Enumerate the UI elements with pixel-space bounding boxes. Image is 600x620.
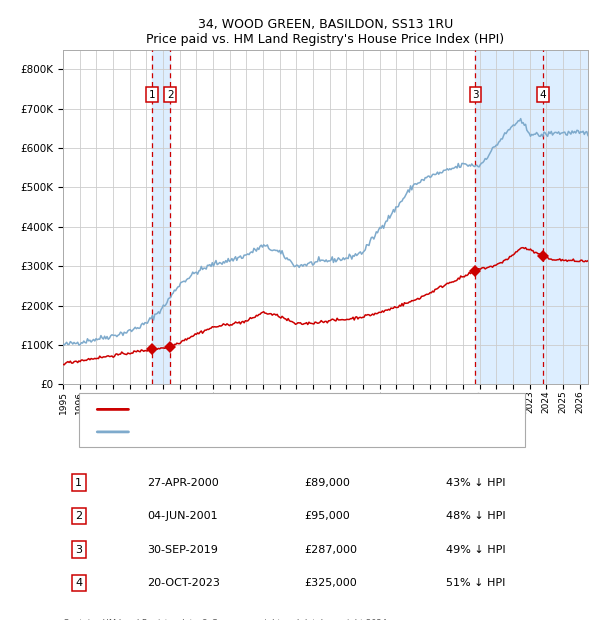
- Text: £287,000: £287,000: [305, 544, 358, 554]
- Text: 3: 3: [75, 544, 82, 554]
- Text: 1: 1: [148, 90, 155, 100]
- Bar: [543, 50, 588, 384]
- Text: 30-SEP-2019: 30-SEP-2019: [147, 544, 218, 554]
- Text: £89,000: £89,000: [305, 477, 350, 487]
- Text: Contains HM Land Registry data © Crown copyright and database right 2024.
This d: Contains HM Land Registry data © Crown c…: [63, 619, 389, 620]
- Text: 27-APR-2000: 27-APR-2000: [147, 477, 219, 487]
- Text: 34, WOOD GREEN, BASILDON, SS13 1RU (detached house): 34, WOOD GREEN, BASILDON, SS13 1RU (deta…: [142, 404, 448, 414]
- Text: 4: 4: [75, 578, 82, 588]
- Bar: [152, 50, 170, 384]
- Text: 4: 4: [539, 90, 547, 100]
- Text: £325,000: £325,000: [305, 578, 357, 588]
- Text: 51% ↓ HPI: 51% ↓ HPI: [446, 578, 506, 588]
- Text: 3: 3: [472, 90, 479, 100]
- Title: 34, WOOD GREEN, BASILDON, SS13 1RU
Price paid vs. HM Land Registry's House Price: 34, WOOD GREEN, BASILDON, SS13 1RU Price…: [146, 17, 505, 46]
- FancyBboxPatch shape: [79, 393, 525, 447]
- Text: 49% ↓ HPI: 49% ↓ HPI: [446, 544, 506, 554]
- Text: 20-OCT-2023: 20-OCT-2023: [147, 578, 220, 588]
- Bar: [475, 50, 588, 384]
- Text: 04-JUN-2001: 04-JUN-2001: [147, 511, 218, 521]
- Text: 1: 1: [75, 477, 82, 487]
- Text: 2: 2: [167, 90, 173, 100]
- Text: £95,000: £95,000: [305, 511, 350, 521]
- Text: HPI: Average price, detached house, Basildon: HPI: Average price, detached house, Basi…: [142, 427, 379, 437]
- Text: 43% ↓ HPI: 43% ↓ HPI: [446, 477, 506, 487]
- Text: 2: 2: [75, 511, 82, 521]
- Text: 48% ↓ HPI: 48% ↓ HPI: [446, 511, 506, 521]
